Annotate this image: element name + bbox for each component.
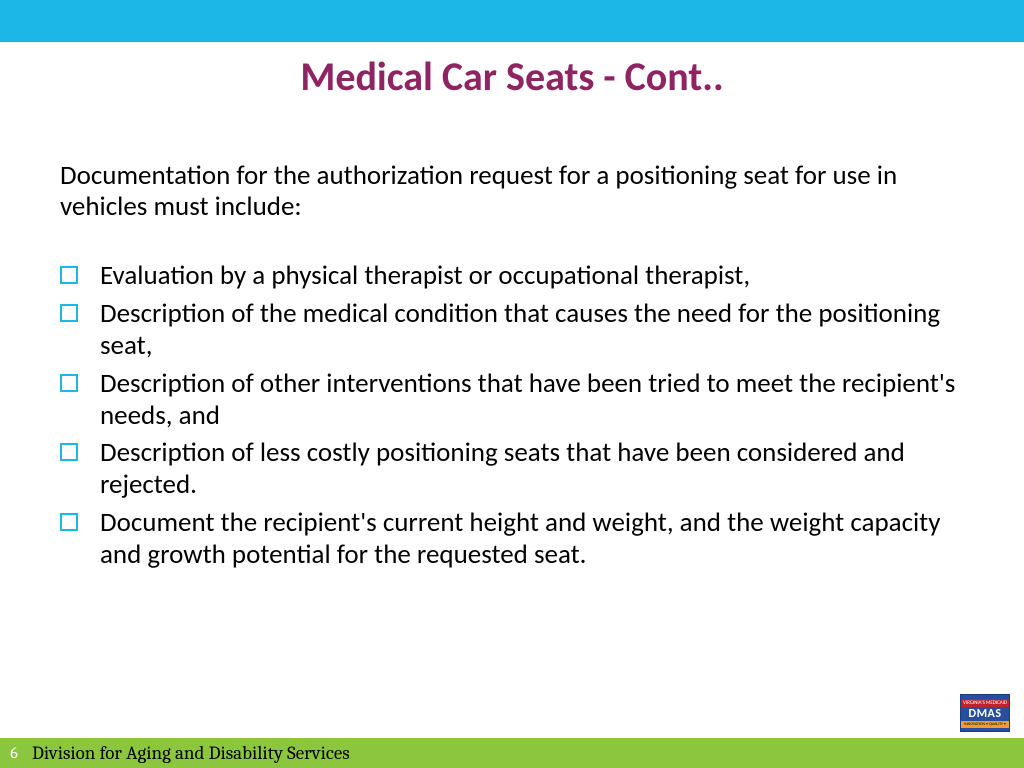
- list-item: Description of less costly positioning s…: [60, 437, 970, 501]
- dmas-logo: VIRGINIA'S MEDICAID PROGRAM DMAS INNOVAT…: [960, 694, 1010, 732]
- bullet-text: Description of the medical condition tha…: [100, 297, 940, 362]
- list-item: Document the recipient's current height …: [60, 507, 970, 571]
- list-item: Description of the medical condition tha…: [60, 298, 970, 362]
- bullet-text: Description of other interventions that …: [100, 367, 955, 432]
- checkbox-icon: [60, 513, 78, 531]
- slide: Medical Car Seats - Cont.. Documentation…: [0, 0, 1024, 768]
- slide-title: Medical Car Seats - Cont..: [0, 52, 1024, 101]
- slide-body: Documentation for the authorization requ…: [60, 160, 970, 577]
- intro-paragraph: Documentation for the authorization requ…: [60, 160, 970, 222]
- bullet-text: Description of less costly positioning s…: [100, 436, 905, 501]
- top-accent-bar: [0, 0, 1024, 42]
- logo-top-text: VIRGINIA'S MEDICAID PROGRAM: [961, 699, 1009, 707]
- page-number: 6: [0, 744, 28, 762]
- checkbox-icon: [60, 443, 78, 461]
- logo-bottom-text: INNOVATION • QUALITY • VALUE: [961, 721, 1009, 728]
- footer-bar: 6 Division for Aging and Disability Serv…: [0, 738, 1024, 768]
- list-item: Evaluation by a physical therapist or oc…: [60, 260, 970, 292]
- checkbox-icon: [60, 266, 78, 284]
- footer-text: Division for Aging and Disability Servic…: [32, 742, 350, 764]
- logo-main-text: DMAS: [969, 707, 1002, 721]
- bullet-text: Evaluation by a physical therapist or oc…: [100, 259, 750, 292]
- bullet-text: Document the recipient's current height …: [100, 506, 940, 571]
- bullet-list: Evaluation by a physical therapist or oc…: [60, 260, 970, 571]
- checkbox-icon: [60, 374, 78, 392]
- list-item: Description of other interventions that …: [60, 368, 970, 432]
- checkbox-icon: [60, 304, 78, 322]
